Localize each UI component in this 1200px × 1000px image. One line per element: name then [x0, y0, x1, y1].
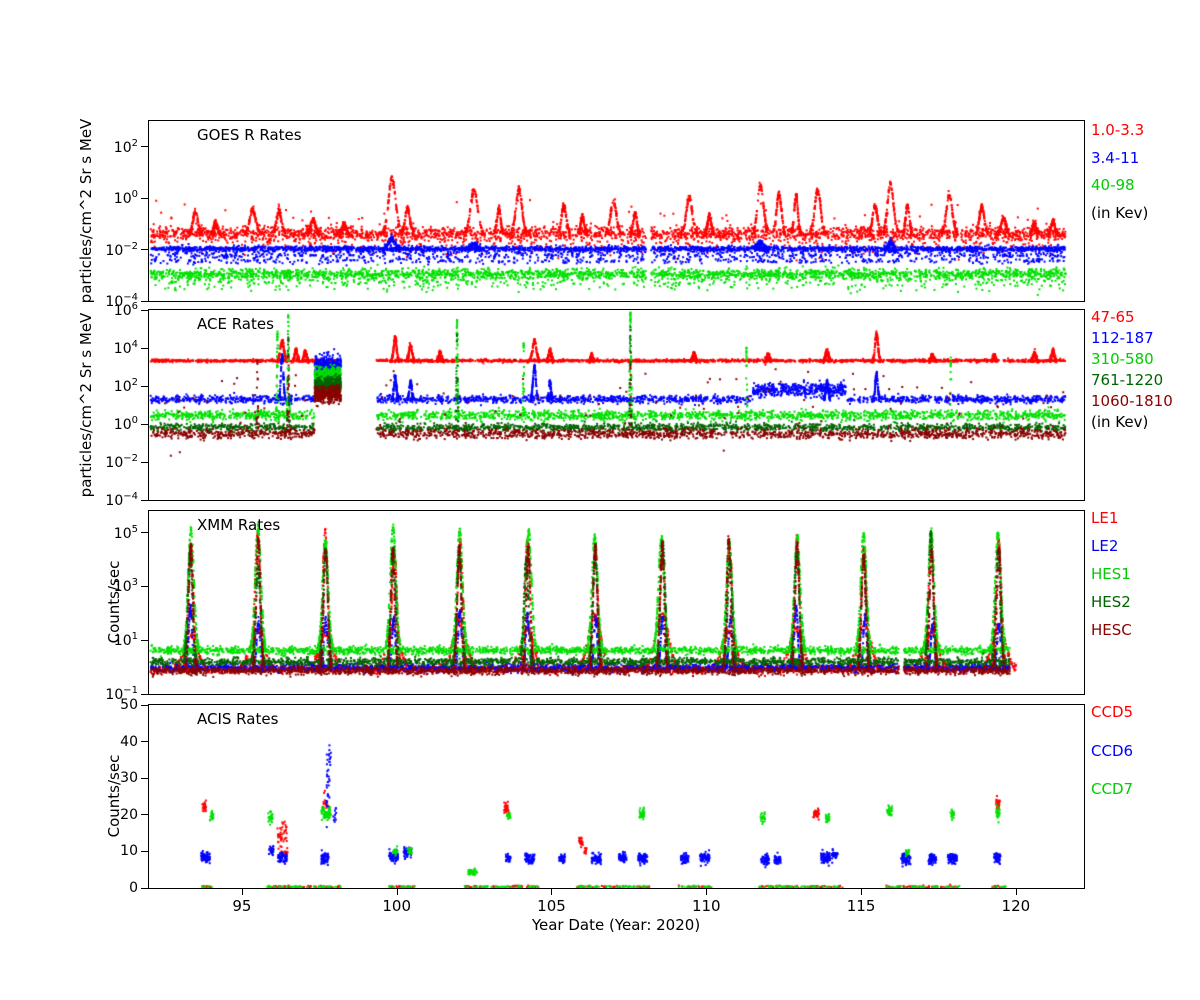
legend-entry-ccd5: CCD5	[1091, 703, 1134, 721]
y-tick-mark	[141, 249, 148, 251]
y-tick-mark	[141, 741, 148, 743]
legend-entry-310-580: 310-580	[1091, 350, 1154, 368]
panel-ace: ACE Rates	[148, 309, 1085, 501]
y-tick-label: 103	[113, 577, 138, 596]
y-tick-mark	[141, 300, 148, 302]
ace-legend: 47-65 112-187 310-580 761-1220 1060-1810 (in …	[1091, 307, 1173, 433]
x-tick-mark	[241, 889, 243, 895]
x-tick-label: 120	[1001, 897, 1031, 915]
y-tick-label: 100	[113, 415, 138, 433]
legend-entry-le2: LE2	[1091, 537, 1119, 555]
y-tick-mark	[141, 197, 148, 199]
y-tick-mark	[141, 704, 148, 706]
xmm-scatter-canvas	[149, 511, 1084, 694]
y-tick-label: 20	[120, 806, 138, 823]
y-tick-mark	[141, 385, 148, 387]
y-tick-label: 105	[113, 523, 138, 542]
y-tick-label: 106	[113, 301, 138, 319]
panel-title-goes: GOES R Rates	[197, 126, 302, 144]
y-tick-label: 10−2	[105, 240, 138, 259]
goes-y-axis-label: particles/cm^2 Sr s MeV	[77, 118, 95, 304]
y-tick-label: 100	[113, 189, 138, 207]
y-tick-mark	[141, 309, 148, 311]
goes-legend: 1.0-3.3 3.4-11 40-98 (in Kev)	[1091, 117, 1148, 227]
y-tick-mark	[141, 887, 148, 889]
y-tick-mark	[141, 777, 148, 779]
y-tick-label: 50	[120, 697, 138, 713]
y-tick-label: 10−1	[105, 685, 138, 703]
x-tick-label: 95	[232, 897, 252, 915]
y-tick-mark	[141, 693, 148, 695]
legend-entry-le1: LE1	[1091, 509, 1119, 527]
x-tick-label: 105	[537, 897, 566, 915]
x-tick-mark	[706, 889, 708, 895]
ace-scatter-canvas	[149, 310, 1084, 500]
legend-entry--in-kev-: (in Kev)	[1091, 203, 1149, 222]
x-tick-mark	[1015, 889, 1017, 895]
legend-entry-hes1: HES1	[1091, 565, 1131, 583]
y-tick-mark	[141, 814, 148, 816]
y-tick-mark	[141, 347, 148, 349]
y-tick-label: 0	[129, 880, 138, 896]
y-tick-label: 104	[113, 339, 138, 357]
y-tick-label: 30	[120, 770, 138, 787]
y-tick-mark	[141, 461, 148, 463]
panel-xmm: XMM Rates	[148, 510, 1085, 695]
x-tick-mark	[861, 889, 863, 895]
panel-acis: ACIS Rates	[148, 704, 1085, 889]
x-tick-mark	[396, 889, 398, 895]
x-tick-label: 110	[691, 897, 721, 915]
panel-goes: GOES R Rates	[148, 120, 1085, 302]
legend-entry-761-1220: 761-1220	[1091, 371, 1164, 389]
y-tick-label: 40	[120, 733, 138, 750]
legend-entry-hes2: HES2	[1091, 593, 1131, 611]
y-tick-label: 10−2	[105, 453, 138, 471]
y-tick-mark	[141, 532, 148, 534]
y-tick-label: 10−4	[105, 491, 138, 509]
xmm-legend: LE1 LE2 HES1 HES2 HESC	[1091, 504, 1132, 644]
legend-entry-1-0-3-3: 1.0-3.3	[1091, 121, 1145, 139]
legend-entry-40-98: 40-98	[1091, 176, 1135, 194]
acis-y-axis-label: Counts/sec	[105, 754, 123, 838]
ace-y-axis-label: particles/cm^2 Sr s MeV	[77, 312, 95, 498]
y-tick-label: 102	[113, 137, 138, 156]
legend-entry-ccd7: CCD7	[1091, 780, 1134, 798]
y-tick-mark	[141, 585, 148, 587]
legend-entry-47-65: 47-65	[1091, 308, 1135, 326]
y-tick-label: 10	[120, 843, 138, 860]
x-tick-mark	[551, 889, 553, 895]
legend-entry--in-kev-: (in Kev)	[1091, 413, 1149, 431]
y-tick-mark	[141, 499, 148, 501]
acis-scatter-canvas	[149, 705, 1084, 888]
acis-legend: CCD5 CCD6 CCD7	[1091, 693, 1133, 809]
legend-entry-3-4-11: 3.4-11	[1091, 148, 1140, 167]
y-tick-mark	[141, 850, 148, 852]
legend-entry-112-187: 112-187	[1091, 329, 1154, 347]
x-axis-label: Year Date (Year: 2020)	[531, 916, 701, 934]
y-tick-mark	[141, 423, 148, 425]
goes-scatter-canvas	[149, 121, 1084, 301]
legend-entry-1060-1810: 1060-1810	[1091, 392, 1173, 410]
y-tick-label: 102	[113, 377, 138, 395]
legend-entry-ccd6: CCD6	[1091, 741, 1134, 760]
x-tick-label: 100	[382, 897, 411, 915]
panel-title-xmm: XMM Rates	[197, 516, 281, 534]
y-tick-mark	[141, 639, 148, 641]
y-tick-label: 101	[113, 631, 138, 649]
panel-title-ace: ACE Rates	[197, 315, 274, 333]
y-tick-label: 10−4	[105, 292, 138, 310]
x-tick-label: 115	[846, 897, 876, 915]
legend-entry-hesc: HESC	[1091, 621, 1132, 639]
y-tick-mark	[141, 146, 148, 148]
panel-title-acis: ACIS Rates	[197, 710, 279, 728]
